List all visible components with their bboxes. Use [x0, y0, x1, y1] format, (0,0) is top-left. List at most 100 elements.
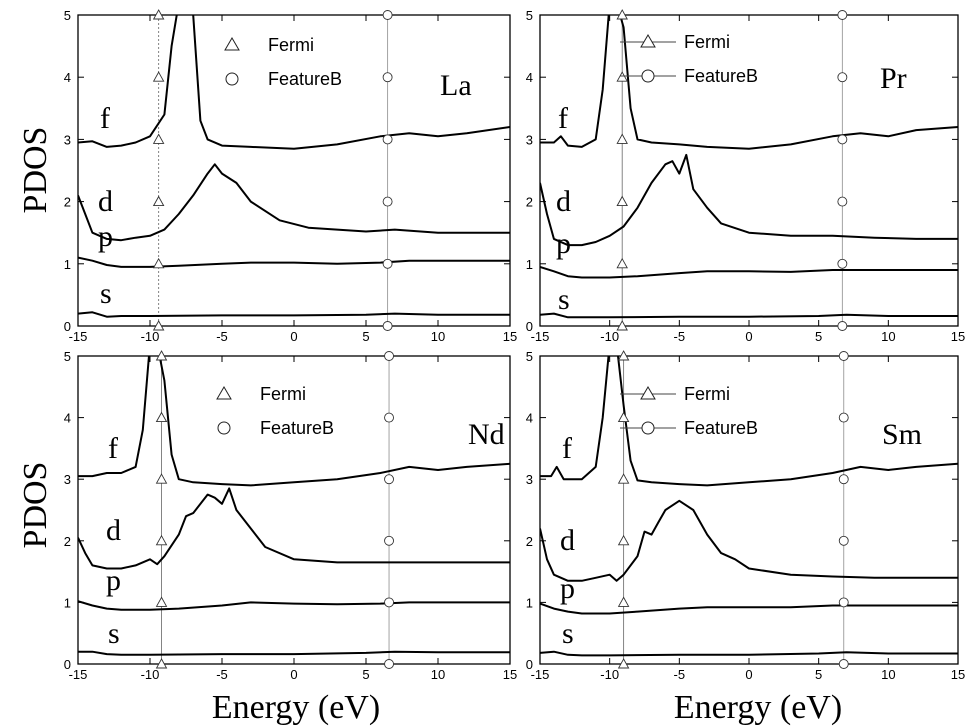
y-tick-label: 1: [64, 595, 71, 610]
legend-label-featureB: FeatureB: [268, 69, 342, 89]
legend-label-fermi: Fermi: [268, 35, 314, 55]
fermi-marker: [152, 257, 165, 269]
plot-frame: [539, 355, 959, 665]
x-tick-label: 10: [431, 667, 445, 682]
y-tick-label: 2: [526, 195, 533, 210]
x-tick-label: 15: [951, 329, 965, 344]
series-s: [540, 650, 958, 657]
x-tick-label: -10: [600, 329, 619, 344]
featureB-marker: [384, 659, 394, 669]
curve-label-s: s: [108, 617, 120, 650]
x-tick-label: -15: [531, 329, 550, 344]
y-tick-label: 1: [64, 257, 71, 272]
curve-label-d: d: [98, 185, 113, 218]
y-tick-label: 5: [64, 8, 71, 23]
fermi-marker: [616, 9, 628, 20]
series-d: [540, 153, 958, 247]
series-s: [540, 312, 958, 319]
featureB-marker: [382, 134, 393, 145]
fermi-marker: [155, 411, 168, 423]
y-tick-label: 5: [64, 349, 71, 364]
fermi-marker: [616, 195, 628, 207]
x-tick-label: 0: [745, 329, 752, 344]
y-tick-label: 4: [526, 411, 533, 426]
featureB-marker: [384, 412, 394, 423]
y-tick-label: 4: [526, 70, 533, 85]
x-tick-label: -10: [141, 667, 160, 682]
featureB-marker: [382, 72, 393, 83]
x-tick-label: -5: [216, 329, 228, 344]
fermi-marker: [617, 534, 630, 546]
series-f: [540, 356, 958, 487]
legend-fermi-symbol: [640, 34, 656, 48]
x-tick-label: -5: [674, 667, 686, 682]
fermi-marker: [155, 350, 168, 361]
y-axis-label-bottom: PDOS: [17, 462, 54, 549]
panel-label: Pr: [880, 62, 907, 95]
series-p: [78, 256, 510, 268]
y-tick-label: 4: [64, 411, 71, 426]
y-tick-label: 3: [64, 132, 71, 147]
x-tick-label: -15: [69, 329, 88, 344]
legend-fermi-symbol: [640, 386, 656, 400]
panel-label: La: [440, 69, 472, 102]
curve-label-s: s: [100, 277, 112, 310]
y-axis-label-top: PDOS: [17, 127, 54, 214]
curve-label-p: p: [556, 227, 571, 260]
fermi-marker: [152, 133, 165, 144]
series-d: [78, 487, 510, 570]
x-tick-label: 0: [290, 329, 297, 344]
series-s: [78, 311, 510, 318]
y-tick-label: 0: [526, 319, 533, 334]
legend-featureB-symbol: [217, 421, 231, 435]
x-tick-label: 5: [362, 667, 369, 682]
legend-featureB-symbol: [641, 69, 655, 83]
curve-label-f: f: [108, 432, 118, 465]
x-tick-label: 10: [431, 329, 445, 344]
x-tick-label: 0: [290, 667, 297, 682]
panel-Sm: -15 -10 -5 0 5 10 15 0 1 2 3 4 5 f dps Sm Fermi FeatureB: [526, 349, 965, 682]
fermi-marker: [152, 9, 165, 20]
featureB-marker: [837, 134, 848, 145]
y-tick-label: 3: [526, 472, 533, 487]
series-s: [78, 650, 510, 656]
curve-label-d: d: [106, 514, 121, 547]
curve-label-f: f: [562, 432, 572, 465]
legend: Fermi FeatureB: [620, 384, 758, 438]
x-tick-label: 15: [503, 667, 517, 682]
featureB-marker: [382, 321, 393, 331]
featureB-marker: [838, 412, 849, 423]
legend-fermi-symbol: [216, 386, 232, 400]
legend: Fermi FeatureB: [216, 384, 334, 438]
x-tick-label: -5: [674, 329, 686, 344]
x-tick-label: -5: [216, 667, 228, 682]
legend-label-fermi: Fermi: [684, 32, 730, 52]
series-f: [78, 356, 510, 487]
x-tick-label: -10: [141, 329, 160, 344]
featureB-marker: [838, 474, 849, 485]
fermi-marker: [617, 596, 630, 607]
series-p: [540, 602, 958, 615]
y-tick-label: 1: [526, 595, 533, 610]
fermi-marker: [617, 473, 630, 484]
y-tick-label: 0: [64, 657, 71, 672]
x-tick-label: -10: [600, 667, 619, 682]
fermi-marker: [152, 195, 165, 207]
x-tick-label: 5: [362, 329, 369, 344]
panel-Nd: -15 -10 -5 0 5 10 15 0 1 2 3 4 5 f dps Nd Fermi FeatureB: [64, 349, 517, 682]
fermi-marker: [155, 534, 168, 546]
featureB-marker: [837, 72, 848, 83]
fermi-marker: [155, 658, 168, 669]
fermi-marker: [155, 596, 168, 607]
y-tick-label: 0: [526, 657, 533, 672]
legend-label-featureB: FeatureB: [684, 66, 758, 86]
featureB-marker: [384, 351, 394, 361]
x-tick-label: 15: [503, 329, 517, 344]
x-tick-label: 5: [815, 329, 822, 344]
curve-label-p: p: [106, 564, 121, 597]
x-tick-label: 10: [881, 329, 895, 344]
x-tick-label: -15: [69, 667, 88, 682]
y-tick-label: 0: [64, 319, 71, 334]
y-tick-label: 5: [526, 8, 533, 23]
x-tick-label: 5: [815, 667, 822, 682]
